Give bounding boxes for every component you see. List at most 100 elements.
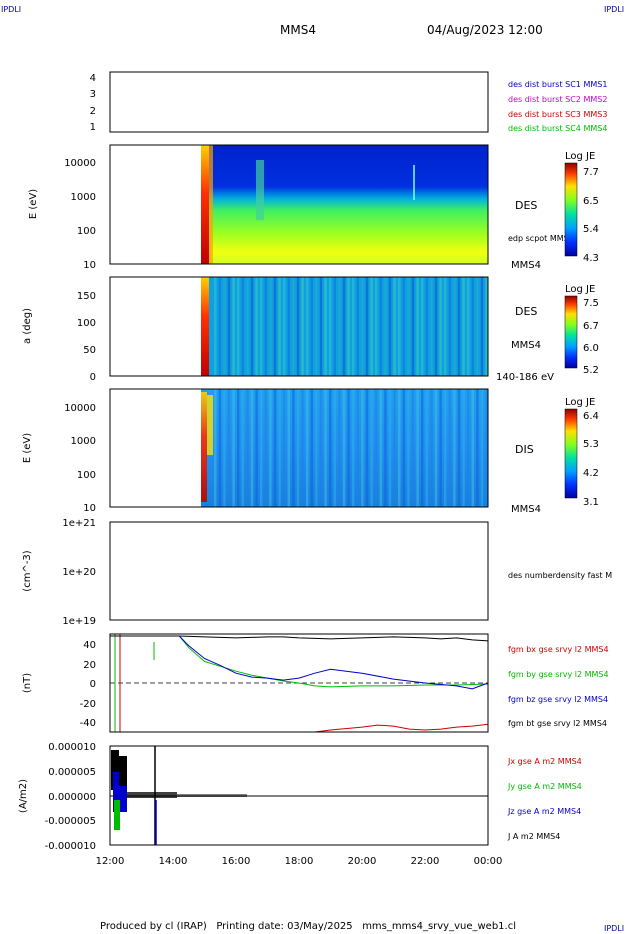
spectrogram-texture [227, 389, 231, 507]
spectrogram-texture [306, 389, 309, 507]
time-tick-label: 14:00 [159, 856, 188, 867]
spectrogram-texture [411, 277, 415, 376]
spectrogram-texture [457, 389, 461, 507]
spectrogram-texture [471, 389, 474, 507]
spectrogram-texture [278, 389, 281, 507]
ytick-label: 0.000000 [48, 792, 96, 803]
colorbar-tick: 5.4 [583, 224, 599, 235]
bfield-series-line [178, 635, 489, 688]
ytick-label: 10000 [64, 403, 96, 414]
instrument-label: DES [515, 305, 537, 318]
spectrogram-texture [347, 389, 350, 507]
spectrogram-texture [361, 389, 364, 507]
time-tick-label: 12:00 [96, 856, 125, 867]
legend-entry: Jx gse A m2 MMS4 [507, 757, 582, 766]
spectrogram-texture [292, 277, 295, 376]
colorbar-tick: 5.3 [583, 439, 599, 450]
panel-density-yticks: 1e+21 1e+20 1e+19 [62, 518, 96, 627]
colorbar-tick: 6.7 [583, 321, 599, 332]
ytick-label: 0.000005 [48, 767, 96, 778]
time-tick-label: 22:00 [411, 856, 440, 867]
spectrogram-texture [310, 277, 313, 376]
instrument-label: DIS [515, 443, 534, 456]
spectrogram-texture [439, 389, 442, 507]
spectrogram-texture [448, 277, 451, 376]
ytick-label: 40 [83, 640, 96, 651]
spectrogram-texture [485, 389, 488, 507]
time-tick-label: 20:00 [348, 856, 377, 867]
spectrogram-texture [269, 389, 272, 507]
ytick-label: 0 [90, 679, 96, 690]
legend-entry: Jy gse A m2 MMS4 [507, 782, 582, 791]
spectrogram-texture [393, 277, 396, 376]
spectrogram-texture [269, 277, 272, 376]
spectrogram-texture [411, 389, 415, 507]
ytick-label: -0.000010 [45, 841, 96, 852]
spectrogram-texture [444, 389, 447, 507]
spectrogram-texture [356, 277, 359, 376]
spectrogram-texture [301, 277, 304, 376]
panel-des-energy-yticks: 10000 1000 100 10 [64, 158, 96, 271]
panel-current-yticks: 0.000010 0.000005 0.000000 -0.000005 -0.… [45, 742, 96, 852]
spectrogram-texture [388, 277, 392, 376]
spectrogram-texture [223, 389, 226, 507]
colorbar-title: Log JE [565, 397, 595, 408]
spectrogram-texture [246, 277, 249, 376]
spectrogram-texture [430, 277, 433, 376]
ytick-label: -40 [80, 718, 96, 729]
bfield-series-line [110, 635, 489, 642]
spectrogram-texture [462, 277, 465, 376]
panel-dis-energy-yticks: 10000 1000 100 10 [64, 403, 96, 514]
spectrogram-texture [370, 277, 373, 376]
spectrogram-texture [283, 389, 286, 507]
spectrogram-texture [471, 277, 474, 376]
spectrogram-texture [278, 277, 281, 376]
time-tick-label: 16:00 [222, 856, 251, 867]
ytick-label: 100 [77, 226, 96, 237]
spectrogram-texture [370, 389, 373, 507]
ytick-label: 10 [83, 503, 96, 514]
spectrogram-texture [214, 277, 217, 376]
spectrogram-texture [333, 389, 336, 507]
spectrogram-texture [315, 277, 318, 376]
colorbar-title: Log JE [565, 151, 595, 162]
spectrogram-texture [356, 389, 359, 507]
spectrogram-texture [232, 389, 235, 507]
legend-entry: des dist burst SC3 MMS3 [508, 110, 607, 119]
spectrogram-texture [393, 389, 396, 507]
panel-bfield: (nT) 40 20 0 -20 -40 fgm bx gse srvy l2 … [22, 633, 609, 733]
spectrogram-texture [329, 277, 332, 376]
spectrogram-texture [264, 277, 267, 376]
header-spacecraft: MMS4 [280, 23, 316, 37]
spectrogram-texture [218, 277, 221, 376]
axis-ylabel: E (eV) [28, 189, 39, 219]
ytick-label: 100 [77, 470, 96, 481]
spectrogram-texture [338, 389, 341, 507]
spectrogram-texture [457, 277, 461, 376]
spectrogram-texture [462, 389, 465, 507]
overlay-label: edp scpot MMS4 [508, 234, 574, 243]
spectrogram-texture [407, 277, 410, 376]
spectrogram-texture [384, 277, 387, 376]
bfield-series-line [314, 723, 489, 733]
spectrogram-texture [398, 277, 401, 376]
time-tick-label: 18:00 [285, 856, 314, 867]
spectrogram-texture [292, 389, 295, 507]
spectrogram-texture [319, 389, 323, 507]
colorbar [564, 295, 578, 369]
spectrogram-texture [260, 389, 263, 507]
colorbar-tick: 3.1 [583, 497, 599, 508]
spectrogram-texture [296, 277, 300, 376]
spectrogram-texture [352, 389, 355, 507]
spectrogram-texture [425, 277, 428, 376]
instrument-label: DES [515, 199, 537, 212]
time-axis: 12:00 14:00 16:00 18:00 20:00 22:00 00:0… [96, 856, 503, 867]
spectrogram-texture [467, 389, 470, 507]
colorbar-tick: 6.4 [583, 411, 599, 422]
spectrogram-texture [476, 277, 479, 376]
spectrogram-texture [439, 277, 442, 376]
spectrogram-texture [398, 389, 401, 507]
corner-label-left: IPDLI [1, 5, 21, 14]
panel-dis-energy: E (eV) 10000 1000 100 10 DIS MMS4 Log JE… [22, 388, 599, 515]
